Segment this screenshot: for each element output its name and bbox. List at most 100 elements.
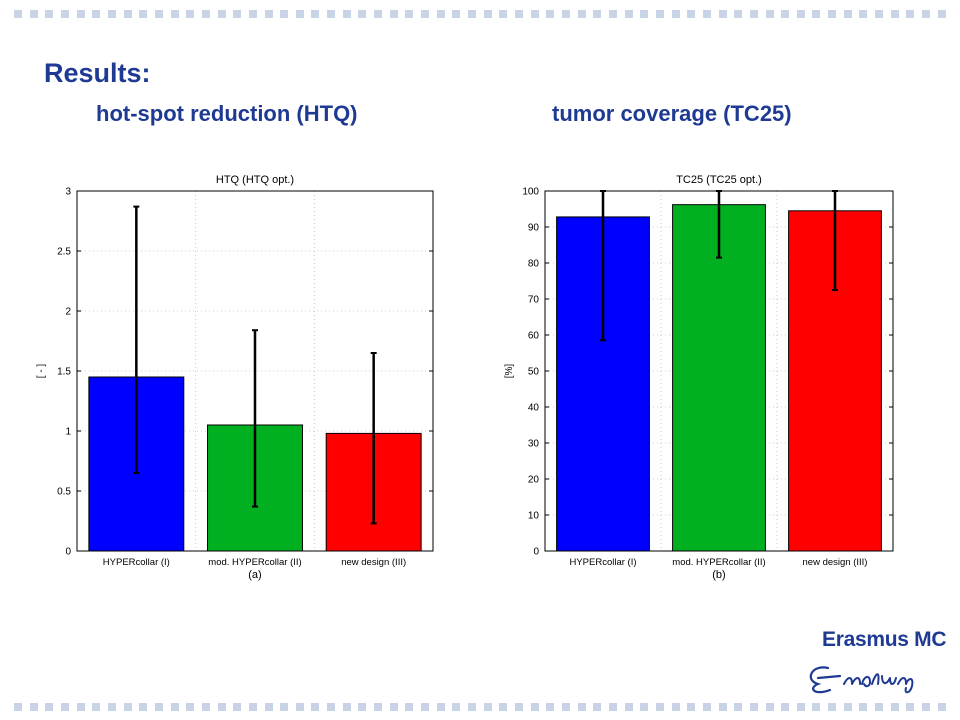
decor-dot bbox=[201, 703, 210, 711]
decor-dot bbox=[515, 703, 523, 711]
decor-dot bbox=[327, 703, 336, 711]
decor-dot bbox=[60, 703, 69, 711]
decor-dot bbox=[561, 703, 570, 711]
decor-dot bbox=[640, 10, 649, 18]
decor-dot bbox=[937, 10, 946, 18]
tc25-ytick-label: 70 bbox=[528, 295, 540, 306]
decor-dot bbox=[922, 703, 931, 711]
tc25-x-axis-label: (b) bbox=[712, 569, 725, 581]
decor-dot bbox=[45, 703, 54, 711]
tc25-ytick-label: 20 bbox=[528, 475, 540, 486]
decor-dot bbox=[186, 10, 195, 18]
decor-dot bbox=[295, 703, 304, 711]
tc25-ytick-label: 100 bbox=[522, 187, 539, 198]
decor-dot bbox=[123, 703, 132, 711]
tc25-xtick-label: HYPERcollar (I) bbox=[569, 557, 636, 568]
decor-dot bbox=[734, 10, 743, 18]
tc25-ytick-label: 30 bbox=[528, 439, 540, 450]
decor-dot bbox=[749, 10, 758, 18]
decor-dot bbox=[624, 10, 633, 18]
tc25-xtick-label: new design (III) bbox=[803, 557, 868, 568]
tc25-chart-title: TC25 (TC25 opt.) bbox=[676, 174, 762, 186]
tc25-ytick-label: 10 bbox=[528, 511, 540, 522]
htq-ytick-label: 0 bbox=[65, 547, 71, 558]
decor-dot bbox=[389, 10, 398, 18]
decor-dot bbox=[906, 703, 915, 711]
top-decor-dots bbox=[0, 10, 960, 20]
logo-text: Erasmus MC bbox=[822, 628, 947, 651]
decor-dot bbox=[358, 703, 367, 711]
decor-dot bbox=[765, 10, 774, 18]
decor-dot bbox=[311, 703, 320, 711]
decor-dot bbox=[405, 703, 414, 711]
htq-ytick-label: 0.5 bbox=[57, 487, 71, 498]
tc25-xtick-label: mod. HYPERcollar (II) bbox=[672, 557, 765, 568]
decor-dot bbox=[280, 10, 289, 18]
decor-dot bbox=[186, 703, 195, 711]
decor-dot bbox=[890, 703, 899, 711]
decor-dot bbox=[530, 703, 539, 711]
decor-dot bbox=[561, 10, 570, 18]
decor-dot bbox=[483, 703, 492, 711]
htq-xtick-label: mod. HYPERcollar (II) bbox=[208, 557, 301, 568]
decor-dot bbox=[687, 10, 696, 18]
decor-dot bbox=[937, 703, 946, 711]
decor-dot bbox=[781, 10, 790, 18]
decor-dot bbox=[421, 703, 430, 711]
decor-dot bbox=[593, 703, 602, 711]
decor-dot bbox=[608, 703, 617, 711]
htq-xtick-label: HYPERcollar (I) bbox=[103, 557, 170, 568]
decor-dot bbox=[671, 10, 680, 18]
htq-chart-title: HTQ (HTQ opt.) bbox=[216, 174, 294, 186]
decor-dot bbox=[29, 10, 38, 18]
decor-dot bbox=[405, 10, 414, 18]
decor-dot bbox=[702, 10, 711, 18]
decor-dot bbox=[327, 10, 336, 18]
decor-dot bbox=[828, 10, 837, 18]
decor-dot bbox=[687, 703, 696, 711]
subtitle-tc25: tumor coverage (TC25) bbox=[552, 101, 792, 126]
decor-dot bbox=[201, 10, 210, 18]
decor-dot bbox=[781, 703, 790, 711]
decor-dot bbox=[546, 10, 555, 18]
decor-dot bbox=[577, 703, 586, 711]
decor-dot bbox=[217, 703, 226, 711]
tc25-y-axis-label: [%] bbox=[504, 364, 515, 379]
decor-dot bbox=[828, 703, 837, 711]
decor-dot bbox=[107, 10, 116, 18]
htq-xtick-label: new design (III) bbox=[341, 557, 406, 568]
decor-dot bbox=[170, 10, 179, 18]
decor-dot bbox=[280, 703, 289, 711]
decor-dot bbox=[452, 703, 461, 711]
tc25-bar-2 bbox=[672, 204, 766, 552]
htq-ytick-label: 2.5 bbox=[57, 247, 71, 258]
decor-dot bbox=[76, 703, 85, 711]
htq-ytick-label: 2 bbox=[65, 307, 71, 318]
tc25-ytick-label: 60 bbox=[528, 331, 540, 342]
decor-dot bbox=[374, 703, 383, 711]
decor-dot bbox=[796, 10, 805, 18]
decor-dot bbox=[749, 703, 758, 711]
decor-dot bbox=[45, 10, 54, 18]
decor-dot bbox=[217, 10, 226, 18]
decor-dot bbox=[76, 10, 85, 18]
decor-dot bbox=[734, 703, 743, 711]
decor-dot bbox=[875, 703, 884, 711]
tc25-ytick-label: 80 bbox=[528, 259, 540, 270]
tc25-ytick-label: 50 bbox=[528, 367, 540, 378]
decor-dot bbox=[139, 10, 148, 18]
erasmus-mc-logo: Erasmus MC bbox=[800, 626, 950, 696]
decor-dot bbox=[342, 10, 351, 18]
tc25-ytick-label: 90 bbox=[528, 223, 540, 234]
decor-dot bbox=[92, 703, 101, 711]
decor-dot bbox=[765, 703, 774, 711]
decor-dot bbox=[890, 10, 899, 18]
decor-dot bbox=[812, 703, 821, 711]
decor-dot bbox=[702, 703, 711, 711]
logo-signature-icon bbox=[809, 666, 914, 694]
decor-dot bbox=[671, 703, 680, 711]
htq-x-axis-label: (a) bbox=[248, 569, 261, 581]
decor-dot bbox=[248, 703, 257, 711]
decor-dot bbox=[29, 703, 38, 711]
